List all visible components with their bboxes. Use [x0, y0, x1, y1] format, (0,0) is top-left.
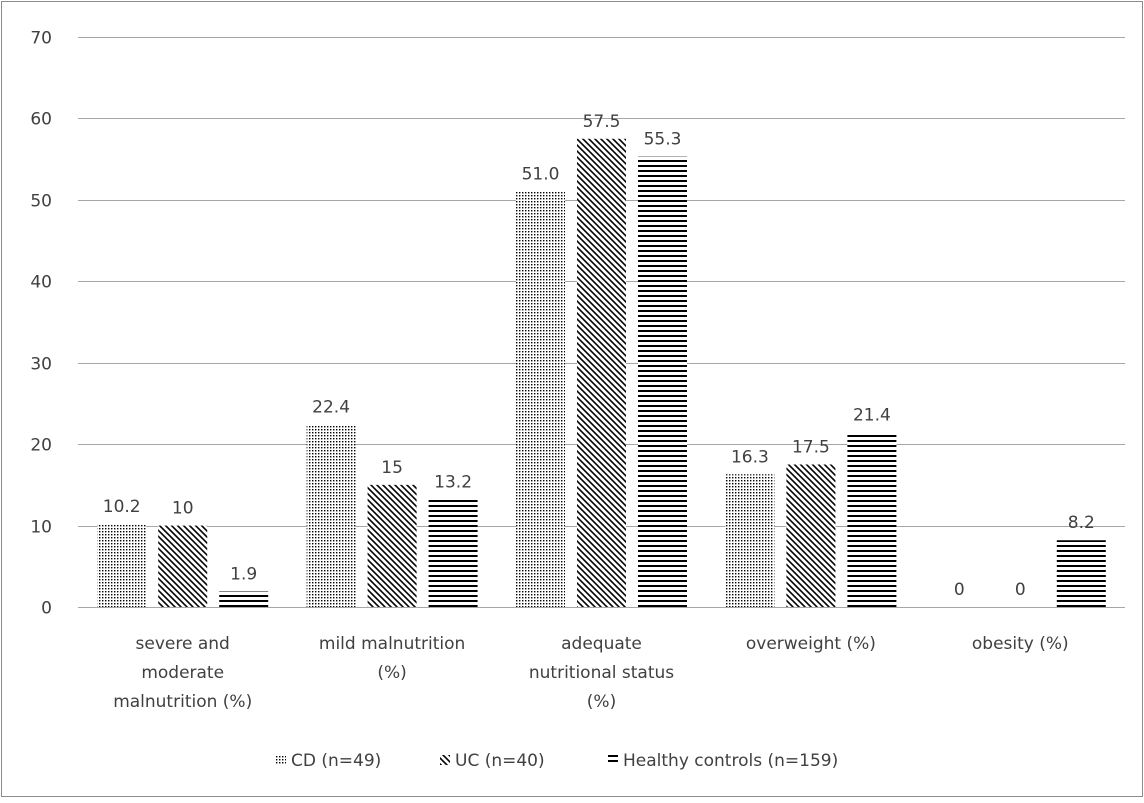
data-label: 57.5	[583, 112, 621, 132]
y-tick-label: 50	[30, 192, 52, 212]
y-tick-label: 70	[30, 29, 52, 49]
x-axis-categories: severe and moderate malnutrition (%) mild m…	[113, 634, 1068, 712]
bar	[638, 156, 687, 607]
data-label: 51.0	[522, 165, 560, 185]
data-label: 0	[954, 580, 965, 600]
y-axis-ticks: 0 10 20 30 40 50 60 70	[30, 29, 52, 619]
x-category-label: overweight (%)	[746, 634, 876, 654]
data-label: 17.5	[792, 438, 830, 458]
data-label: 16.3	[731, 447, 769, 467]
data-label: 10.2	[103, 497, 141, 517]
y-tick-label: 60	[30, 110, 52, 130]
legend-swatch	[276, 755, 286, 765]
bar	[847, 432, 897, 607]
legend-label: Healthy controls (n=159)	[623, 751, 838, 771]
data-label: 13.2	[434, 473, 472, 493]
data-label: 55.3	[644, 130, 682, 150]
y-tick-label: 30	[30, 355, 52, 375]
data-label: 22.4	[312, 398, 350, 418]
bar	[725, 474, 775, 607]
bar	[786, 464, 836, 607]
x-category-label: adequate nutritional status (%)	[529, 634, 674, 712]
bar	[367, 484, 417, 607]
bar	[428, 499, 478, 607]
bar	[306, 424, 356, 607]
y-tick-label: 0	[41, 599, 52, 619]
x-category-label: mild malnutrition (%)	[319, 634, 465, 683]
data-labels: 10.2 10 1.9 22.4 15 13.2 51.0 57.5 55.3 16.3 17.5 2…	[103, 112, 1095, 600]
y-tick-label: 40	[30, 273, 52, 293]
data-label: 1.9	[230, 565, 257, 585]
bar	[577, 138, 626, 608]
bar	[219, 591, 269, 607]
legend-swatch	[440, 755, 450, 765]
x-category-label: obesity (%)	[972, 634, 1069, 654]
legend-label: CD (n=49)	[291, 751, 381, 771]
legend-swatch	[608, 755, 618, 765]
y-tick-label: 20	[30, 436, 52, 456]
data-label: 15	[381, 458, 403, 478]
x-category-label: severe and moderate malnutrition (%)	[113, 634, 252, 712]
data-label: 21.4	[853, 406, 891, 426]
legend-label: UC (n=40)	[455, 751, 545, 771]
data-label: 8.2	[1068, 513, 1095, 533]
legend: CD (n=49) UC (n=40) Healthy controls (n=15…	[276, 751, 838, 771]
data-label: 10	[172, 499, 194, 519]
bar	[1056, 540, 1106, 607]
y-tick-label: 10	[30, 518, 52, 538]
bars	[97, 138, 1106, 608]
bar	[97, 523, 147, 607]
data-label: 0	[1015, 580, 1026, 600]
bar	[158, 525, 208, 607]
bar	[516, 191, 565, 607]
